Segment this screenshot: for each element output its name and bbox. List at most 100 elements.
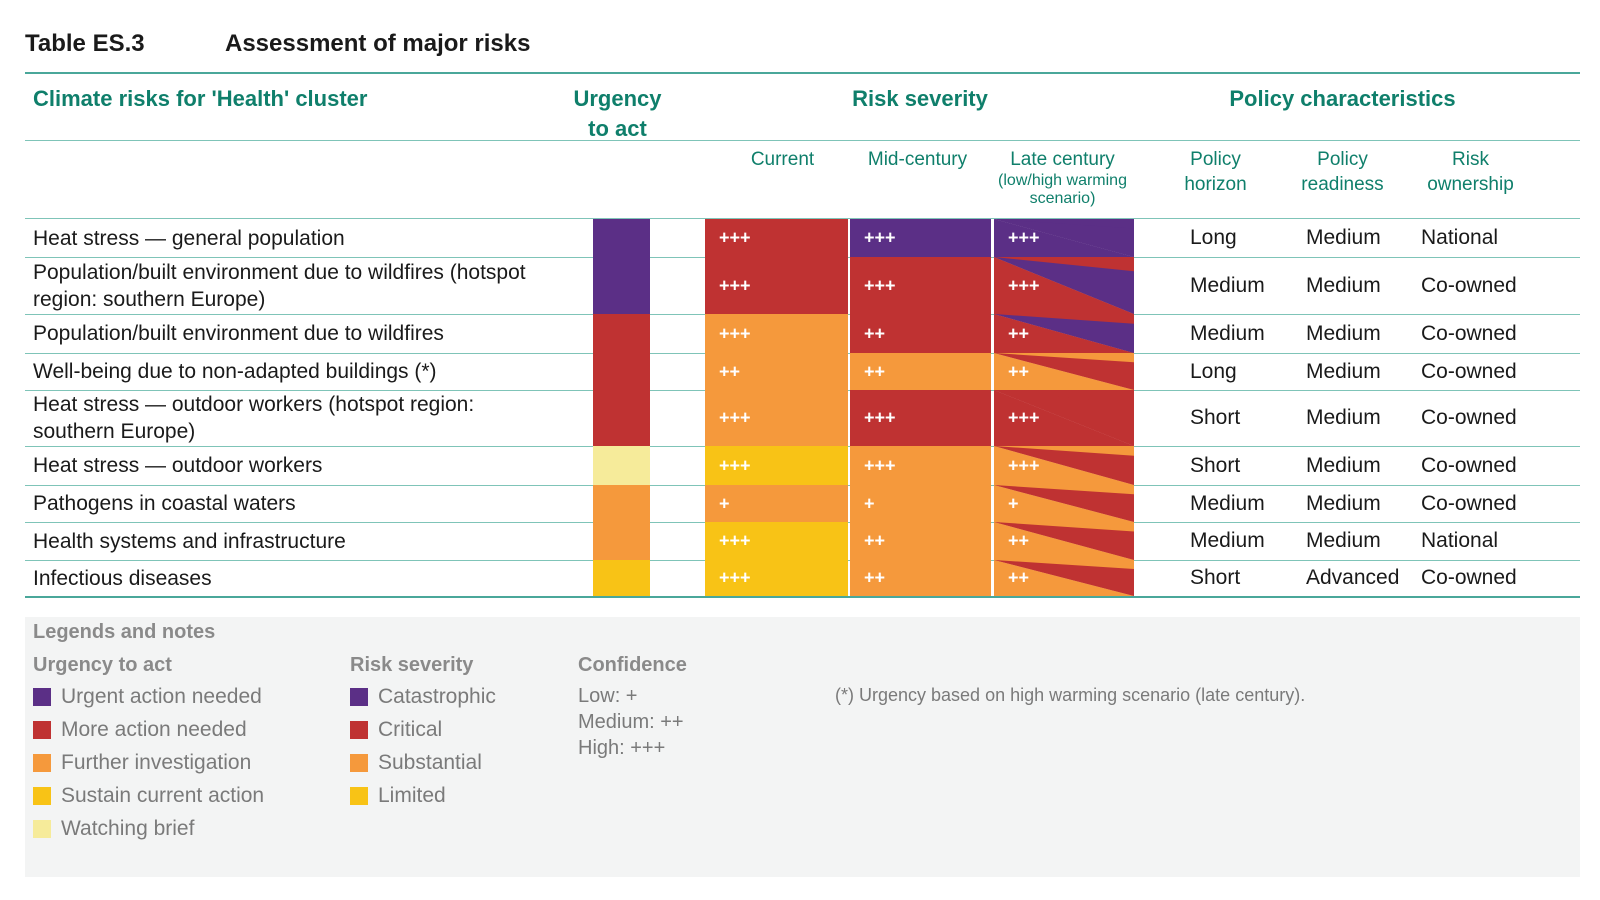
legend-label: More action needed [61,718,247,741]
policy-horizon: Long [1190,226,1237,249]
table-number: Table ES.3 [25,30,145,57]
policy-readiness: Medium [1306,453,1381,477]
urgency-cell [593,522,650,560]
severity-mid-cell: +++ [850,390,991,446]
legend-swatch [33,721,51,739]
severity-mid-cell: ++ [850,560,991,596]
policy-horizon: Long [1190,359,1237,383]
risk-label: Infectious diseases [33,566,212,590]
policy-ownership: Co-owned [1421,406,1517,429]
policy-readiness: Medium [1306,491,1381,515]
subheader-late-century: Late century (low/high warming scenario) [985,147,1140,208]
policy-horizon: Short [1190,453,1241,477]
severity-current-cell: +++ [705,390,848,446]
legend-label: Urgent action needed [61,685,262,708]
legend-label: Catastrophic [378,685,496,708]
legend-swatch [350,754,368,772]
confidence-mark: +++ [864,275,896,295]
legend-label: Further investigation [61,751,252,774]
confidence-mark: +++ [864,407,896,428]
policy-horizon: Medium [1190,273,1265,297]
legend-swatch [33,688,51,706]
legend-label: Sustain current action [61,784,265,807]
severity-current-cell: ++ [705,353,848,390]
late-high-scenario [994,560,1134,596]
confidence-mark: +++ [719,530,751,551]
header-policy: Policy characteristics [1229,86,1456,111]
table-body-top-rule [25,218,1580,219]
legend-swatch [350,721,368,739]
urgency-cell [593,560,650,596]
confidence-mark: ++ [1008,361,1030,381]
late-high-scenario [994,353,1134,390]
legend-panel: Legends and notes Urgency to act Risk se… [25,617,1580,877]
policy-readiness: Advanced [1306,566,1400,589]
severity-current-cell: +++ [705,219,848,257]
severity-mid-cell: +++ [850,446,991,485]
policy-ownership: Co-owned [1421,491,1517,515]
policy-ownership: Co-owned [1421,453,1517,477]
legend-swatch [350,688,368,706]
confidence-mark: ++ [1008,530,1030,551]
legend-item: Limited [350,784,446,808]
subheader-policy-horizon: Policy horizon [1184,149,1247,195]
legend-item: Critical [350,718,442,742]
header-risks: Climate risks for 'Health' cluster [33,86,368,111]
confidence-mark: ++ [864,530,886,551]
severity-mid-cell: ++ [850,522,991,560]
severity-current-cell: +++ [705,257,848,314]
severity-current-cell: +++ [705,560,848,596]
urgency-cell [593,219,650,257]
late-high-scenario [994,485,1134,522]
policy-ownership: National [1421,529,1499,552]
urgency-cell [593,446,650,485]
legend-swatch [33,820,51,838]
subheader-current: Current [750,149,815,170]
confidence-mark: ++ [719,361,741,381]
severity-late-cell: +++ [994,390,1134,446]
policy-horizon: Short [1190,406,1241,429]
policy-ownership: Co-owned [1421,273,1517,297]
urgency-cell [593,353,650,390]
late-high-scenario [994,219,1134,257]
severity-late-cell: + [994,485,1134,522]
confidence-mark: +++ [719,275,751,295]
urgency-cell [593,314,650,353]
header-severity: Risk severity [852,86,988,111]
late-century-note: (low/high warming scenario) [998,172,1127,207]
legend-item: Catastrophic [350,685,496,709]
severity-mid-cell: ++ [850,353,991,390]
risk-label: Heat stress — outdoor workers (hotspot r… [33,393,475,443]
severity-late-cell: ++ [994,522,1134,560]
risk-label: Population/built environment due to wild… [33,260,526,311]
severity-mid-cell: +++ [850,257,991,314]
policy-ownership: Co-owned [1421,359,1517,383]
risk-label: Health systems and infrastructure [33,529,346,553]
late-high-scenario [994,522,1134,560]
confidence-mark: +++ [864,455,896,475]
legend-label: Critical [378,718,443,741]
row-rule [25,596,1580,598]
severity-late-cell: ++ [994,560,1134,596]
severity-current-cell: +++ [705,314,848,353]
confidence-mark: +++ [1008,407,1040,428]
legend-confidence-title: Confidence [578,654,687,676]
legend-swatch [33,787,51,805]
confidence-mark: + [864,493,875,513]
policy-readiness: Medium [1306,273,1381,297]
severity-late-cell: +++ [994,257,1134,314]
urgency-cell [593,390,650,446]
severity-mid-cell: ++ [850,314,991,353]
severity-late-cell: ++ [994,314,1134,353]
legend-label: Limited [378,784,446,807]
legend-title: Legends and notes [33,621,216,643]
legend-severity-title: Risk severity [350,654,474,676]
header-urgency: Urgency to act [573,86,662,141]
legend-swatch [350,787,368,805]
late-century-label: Late century [1010,149,1115,170]
policy-horizon: Medium [1190,491,1265,515]
risk-label: Heat stress — outdoor workers [33,454,323,477]
confidence-mark: +++ [719,227,751,248]
risk-label: Pathogens in coastal waters [33,492,296,515]
confidence-mark: +++ [864,227,896,248]
